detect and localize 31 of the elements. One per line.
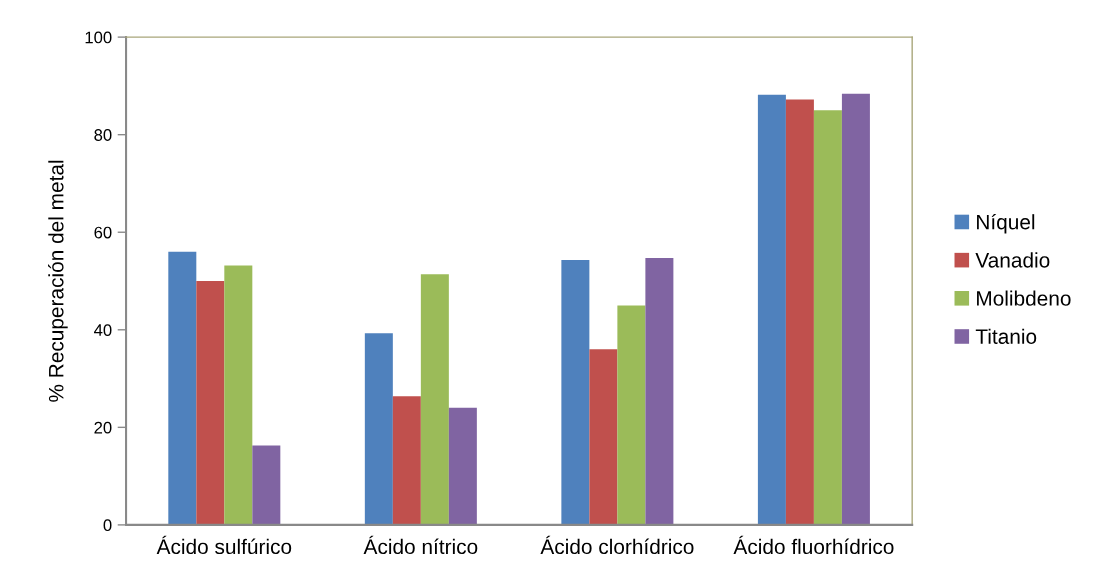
legend-label: Níquel <box>977 213 1035 234</box>
legend-label: Titanio <box>975 328 1037 344</box>
y-tick-label: 80 <box>94 129 112 141</box>
bar <box>785 99 814 525</box>
bar <box>561 260 590 525</box>
x-tick-label: Ácido sulfúrico <box>156 535 292 555</box>
bar <box>392 396 421 525</box>
bar <box>364 333 393 525</box>
bar <box>448 407 477 525</box>
bar <box>617 305 646 525</box>
y-tick-label: 60 <box>94 226 112 239</box>
y-tick-label: 20 <box>94 421 112 434</box>
y-tick-label: 40 <box>94 324 112 336</box>
x-tick-label: Ácido clorhídrico <box>540 535 694 555</box>
y-tick-label: 0 <box>103 519 112 532</box>
bar <box>168 251 197 525</box>
y-tick-label: 100 <box>85 31 112 44</box>
bar <box>757 94 786 525</box>
bar <box>196 281 225 525</box>
legend-label: Molibdeno <box>977 290 1071 306</box>
bar <box>420 274 449 525</box>
bar <box>813 110 842 525</box>
bar <box>645 258 674 525</box>
x-tick-label: Ácido nítrico <box>363 535 478 555</box>
legend-label: Vanadio <box>975 252 1050 268</box>
bar <box>252 445 281 525</box>
bar <box>224 265 253 525</box>
y-axis-title: % Recuperación del metal <box>48 160 68 402</box>
bar <box>841 93 870 525</box>
x-tick-label: Ácido fluorhídrico <box>733 535 894 555</box>
bar <box>589 349 618 525</box>
